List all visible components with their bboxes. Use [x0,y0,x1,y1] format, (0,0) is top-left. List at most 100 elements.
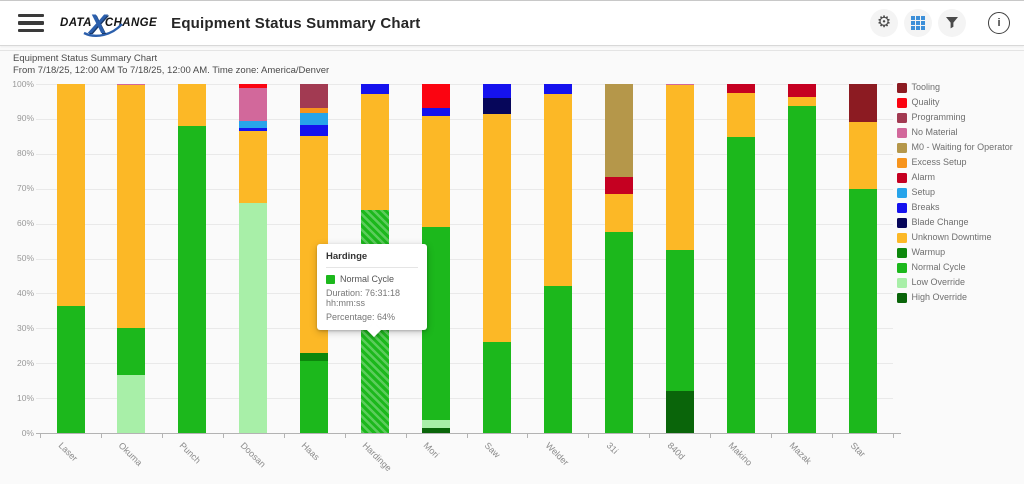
legend-swatch [897,143,907,153]
bar-segment-no-material[interactable] [117,84,146,86]
bar-segment-unknown-downtime[interactable] [239,131,268,203]
bar-segment-normal-cycle[interactable] [726,137,755,433]
bar-doosan[interactable] [239,84,268,433]
legend-item-m0-waiting-for-operator[interactable]: M0 - Waiting for Operator [897,143,1013,153]
bar-segment-unknown-downtime[interactable] [848,122,877,189]
grid-view-icon [911,16,925,30]
bar-segment-excess-setup[interactable] [300,108,329,113]
bar-segment-normal-cycle[interactable] [543,286,572,433]
legend-item-tooling[interactable]: Tooling [897,83,1013,93]
info-button[interactable]: i [988,12,1010,34]
bar-840d[interactable] [665,84,694,433]
bar-segment-tooling[interactable] [848,84,877,123]
bar-segment-unknown-downtime[interactable] [543,94,572,287]
bar-segment-no-material[interactable] [665,84,694,86]
bar-segment-normal-cycle[interactable] [665,250,694,392]
gridline [36,118,893,120]
bar-segment-breaks[interactable] [239,127,268,132]
bar-segment-high-override[interactable] [665,391,694,433]
legend-item-breaks[interactable]: Breaks [897,203,1013,213]
bar-segment-breaks[interactable] [300,124,329,137]
bar-segment-alarm[interactable] [726,84,755,94]
axis-tick [527,433,529,438]
filter-button[interactable] [938,9,966,37]
bar-segment-normal-cycle[interactable] [848,188,877,433]
x-axis-label-welder: Welder [543,440,571,468]
legend-item-setup[interactable]: Setup [897,188,1013,198]
axis-tick [893,433,894,438]
bar-segment-unknown-downtime[interactable] [483,113,511,343]
legend-item-low-override[interactable]: Low Override [897,278,1013,288]
legend-item-programming[interactable]: Programming [897,113,1013,123]
bar-segment-alarm[interactable] [604,177,633,194]
settings-button[interactable]: ⚙ [870,9,898,37]
chart-legend: Tooling Quality Programming No Material M0 -… [897,83,1013,303]
bar-segment-unknown-downtime[interactable] [665,85,694,251]
legend-label: Programming [911,112,966,123]
bar-segment-breaks[interactable] [483,84,511,98]
bar-segment-blade-change[interactable] [483,97,511,114]
bar-segment-setup[interactable] [300,112,329,125]
bar-segment-quality[interactable] [422,84,450,109]
y-axis-label: 70% [16,183,34,194]
bar-segment-unknown-downtime[interactable] [56,84,85,306]
bar-laser[interactable] [56,84,85,433]
bar-segment-alarm[interactable] [787,84,816,98]
legend-item-normal-cycle[interactable]: Normal Cycle [897,263,1013,273]
bar-segment-normal-cycle[interactable] [483,342,511,433]
bar-segment-unknown-downtime[interactable] [361,94,390,210]
bar-segment-normal-cycle[interactable] [178,125,207,433]
bar-segment-unknown-downtime[interactable] [726,93,755,138]
legend-item-no-material[interactable]: No Material [897,128,1013,138]
bar-segment-normal-cycle[interactable] [117,327,146,376]
legend-item-blade-change[interactable]: Blade Change [897,218,1013,228]
legend-item-quality[interactable]: Quality [897,98,1013,108]
bar-segment-normal-cycle[interactable] [56,305,85,433]
bar-welder[interactable] [543,84,572,433]
bar-segment-unknown-downtime[interactable] [117,85,146,328]
bar-segment-unknown-downtime[interactable] [178,84,207,126]
legend-item-high-override[interactable]: High Override [897,293,1013,303]
table-view-button[interactable] [904,9,932,37]
bar-segment-low-override[interactable] [239,202,268,433]
x-axis-line [36,433,901,434]
funnel-icon [946,17,958,29]
axis-tick [466,433,468,438]
bar-segment-setup[interactable] [239,120,268,128]
bar-okuma[interactable] [117,84,146,433]
legend-item-unknown-downtime[interactable]: Unknown Downtime [897,233,1013,243]
bar-31i[interactable] [604,84,633,433]
tooltip-duration: Duration: 76:31:18 hh:mm:ss [326,288,401,308]
bar-segment-no-material[interactable] [239,88,268,121]
bar-star[interactable] [848,84,877,433]
legend-label: Blade Change [911,217,969,228]
bar-segment-quality[interactable] [239,84,268,89]
bar-mazak[interactable] [787,84,816,433]
bar-segment-m0-waiting-for-operator[interactable] [604,84,633,178]
bar-segment-normal-cycle[interactable] [604,232,633,433]
bar-segment-breaks[interactable] [543,84,572,95]
bar-segment-normal-cycle[interactable] [787,105,816,433]
tooltip-series-swatch [326,274,335,284]
bar-segment-unknown-downtime[interactable] [422,116,450,228]
legend-item-warmup[interactable]: Warmup [897,248,1013,258]
bar-segment-low-override[interactable] [422,419,450,429]
bar-segment-normal-cycle[interactable] [300,361,329,433]
bar-segment-unknown-downtime[interactable] [604,193,633,233]
bar-segment-breaks[interactable] [361,84,390,95]
legend-item-alarm[interactable]: Alarm [897,173,1013,183]
bar-saw[interactable] [483,84,511,433]
bar-segment-high-override[interactable] [422,428,450,433]
info-icon: i [997,17,1001,29]
bar-makino[interactable] [726,84,755,433]
bar-segment-breaks[interactable] [422,108,450,117]
bar-punch[interactable] [178,84,207,433]
bar-segment-warmup[interactable] [300,352,329,362]
bar-segment-programming[interactable] [300,84,329,109]
legend-label: Warmup [911,247,946,258]
legend-swatch [897,293,907,303]
bar-segment-unknown-downtime[interactable] [787,97,816,106]
bar-segment-low-override[interactable] [117,375,146,433]
legend-item-excess-setup[interactable]: Excess Setup [897,158,1013,168]
hamburger-menu-icon[interactable] [18,14,44,32]
